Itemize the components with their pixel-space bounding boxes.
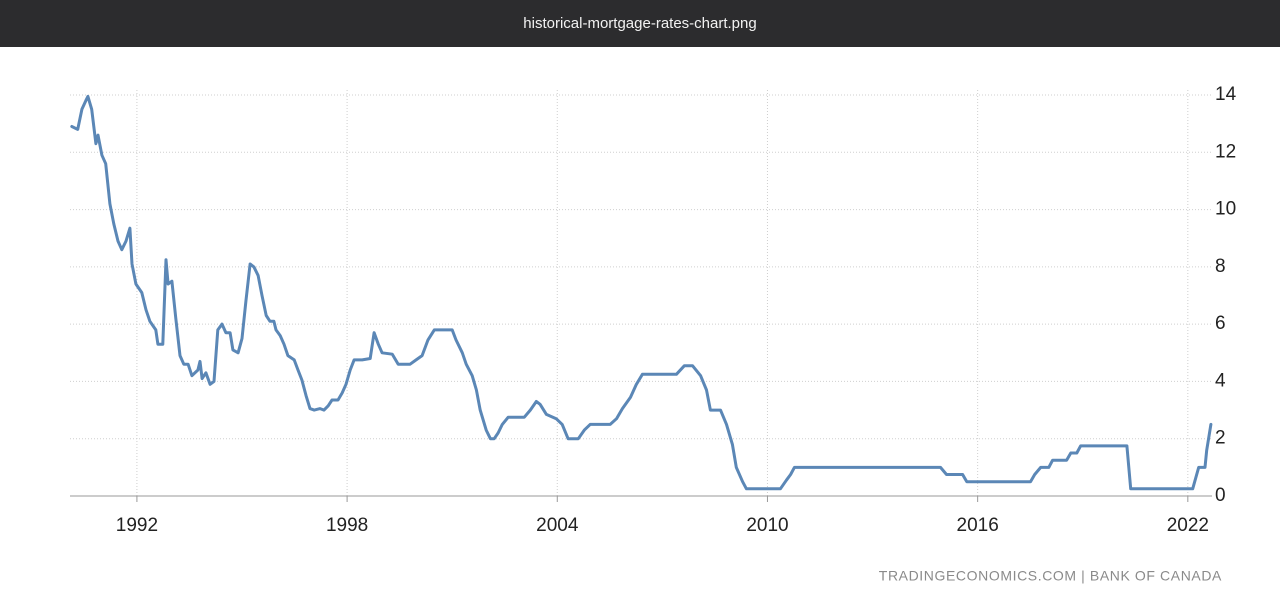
x-tick-label: 1992 xyxy=(116,515,158,536)
chart: 0 2 4 6 8 10 12 14 1992 1998 2004 2010 2016 2022 TRADI… xyxy=(70,84,1237,584)
y-tick-label: 0 xyxy=(1215,485,1226,506)
x-tick-label: 2004 xyxy=(536,515,579,536)
y-tick-label: 14 xyxy=(1215,84,1237,105)
y-tick-label: 10 xyxy=(1215,199,1236,220)
y-tick-label: 8 xyxy=(1215,256,1226,277)
y-tick-label: 12 xyxy=(1215,141,1236,162)
x-tick-label: 2016 xyxy=(957,515,999,536)
source-note: TRADINGECONOMICS.COM | BANK OF CANADA xyxy=(879,568,1222,584)
x-tick-label: 1998 xyxy=(326,515,368,536)
x-tick-label: 2010 xyxy=(746,515,788,536)
y-tick-label: 2 xyxy=(1215,428,1226,449)
x-tick-label: 2022 xyxy=(1167,515,1209,536)
title-bar: historical-mortgage-rates-chart.png xyxy=(0,0,1280,47)
window-title: historical-mortgage-rates-chart.png xyxy=(523,15,757,32)
y-tick-label: 6 xyxy=(1215,313,1226,334)
data-line xyxy=(70,94,1213,491)
y-tick-label: 4 xyxy=(1215,370,1226,391)
